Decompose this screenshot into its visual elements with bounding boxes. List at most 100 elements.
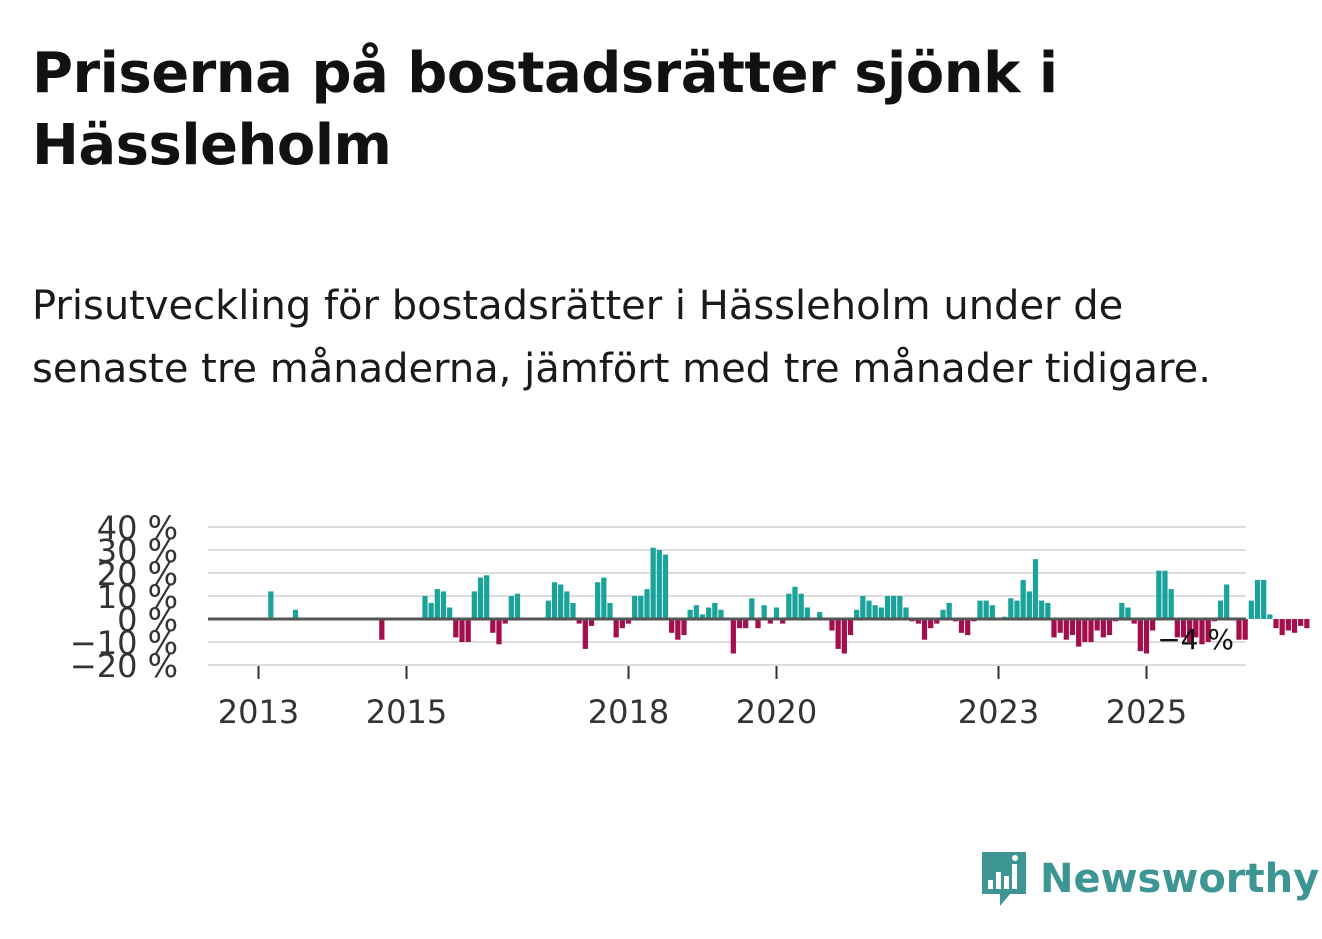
brand-name: Newsworthy	[1040, 856, 1320, 902]
bar	[835, 619, 841, 649]
x-tick-label: 2025	[1106, 693, 1187, 731]
bar	[1106, 619, 1113, 636]
newsworthy-chart-bubble-icon	[982, 852, 1026, 906]
bar	[459, 619, 465, 642]
bar	[718, 609, 724, 619]
bar	[736, 619, 743, 629]
bar	[428, 602, 434, 619]
bar	[755, 619, 761, 629]
bar	[1137, 619, 1143, 652]
bar	[1069, 619, 1076, 636]
bar	[1156, 570, 1162, 619]
bar	[1298, 619, 1304, 626]
bar	[1168, 589, 1174, 619]
bar	[1180, 619, 1187, 638]
bar	[662, 554, 669, 619]
x-tick-label: 2020	[736, 693, 817, 731]
bar	[946, 602, 952, 619]
bar	[792, 586, 798, 619]
bar	[965, 619, 971, 636]
bar	[656, 550, 662, 619]
y-tick-label: 10 %	[97, 578, 178, 616]
bar	[1193, 619, 1199, 638]
bar	[977, 600, 983, 619]
bar	[595, 582, 601, 619]
bar	[1088, 619, 1094, 642]
bar	[1174, 619, 1180, 638]
bars	[268, 547, 1310, 654]
bar	[1008, 598, 1014, 619]
bar	[570, 602, 576, 619]
bar	[625, 619, 632, 624]
bar	[841, 619, 847, 654]
bar	[1020, 579, 1026, 619]
bar	[773, 607, 780, 619]
bar	[1131, 619, 1137, 624]
bar	[1224, 584, 1230, 619]
bar	[903, 607, 909, 619]
bar	[847, 619, 854, 636]
bar	[1076, 619, 1082, 647]
bar	[508, 596, 514, 619]
bar	[780, 619, 786, 624]
bar	[786, 593, 792, 619]
bar	[632, 596, 638, 619]
bar	[915, 619, 921, 624]
bar	[928, 619, 934, 629]
bar	[1026, 591, 1032, 619]
bar	[1279, 619, 1285, 636]
bar	[1057, 619, 1063, 633]
y-tick-label: −10 %	[70, 624, 178, 662]
bar	[613, 619, 619, 638]
bar	[1187, 619, 1193, 642]
bar	[878, 607, 884, 619]
bar	[940, 609, 946, 619]
bar	[706, 607, 712, 619]
y-tick-label: 30 %	[97, 532, 178, 570]
bar	[638, 596, 644, 619]
bar	[761, 605, 767, 619]
bar	[989, 605, 995, 619]
bar	[576, 619, 582, 624]
bar	[1051, 619, 1057, 638]
bar	[440, 591, 447, 619]
bar	[477, 577, 484, 619]
bar	[1273, 619, 1279, 629]
bar	[866, 600, 872, 619]
bar	[1285, 619, 1291, 631]
bar	[1039, 600, 1045, 619]
bar	[292, 609, 299, 619]
bar	[644, 589, 650, 619]
bar	[379, 619, 385, 640]
bar	[675, 619, 681, 640]
bar	[681, 619, 687, 636]
bar	[1094, 619, 1100, 631]
bar	[884, 596, 891, 619]
bar	[1014, 600, 1020, 619]
bar	[465, 619, 471, 642]
bar	[268, 591, 274, 619]
y-tick-label: −20 %	[70, 647, 178, 685]
bar	[798, 593, 804, 619]
x-tick-label: 2023	[958, 693, 1039, 731]
bar	[619, 619, 625, 629]
bar	[1125, 607, 1131, 619]
bar	[1032, 559, 1039, 619]
bar	[891, 596, 897, 619]
bar	[1236, 619, 1242, 640]
x-tick-label: 2013	[218, 693, 299, 731]
bar-chart: 40 %30 %20 %10 %0 %−10 %−20 % 2013 2015 20…	[70, 509, 1310, 731]
last-value-label: −4 %	[1157, 623, 1234, 656]
bar	[545, 600, 551, 619]
bar	[1082, 619, 1088, 642]
grid-lines	[208, 526, 1246, 666]
bar	[484, 575, 490, 619]
bar	[490, 619, 496, 633]
newsworthy-logo: Newsworthy	[980, 848, 1319, 910]
bar	[1119, 602, 1125, 619]
bar	[1261, 579, 1267, 619]
bar	[983, 600, 989, 619]
bar	[650, 547, 656, 619]
y-tick-label: 40 %	[97, 509, 178, 547]
bar	[1291, 619, 1298, 633]
